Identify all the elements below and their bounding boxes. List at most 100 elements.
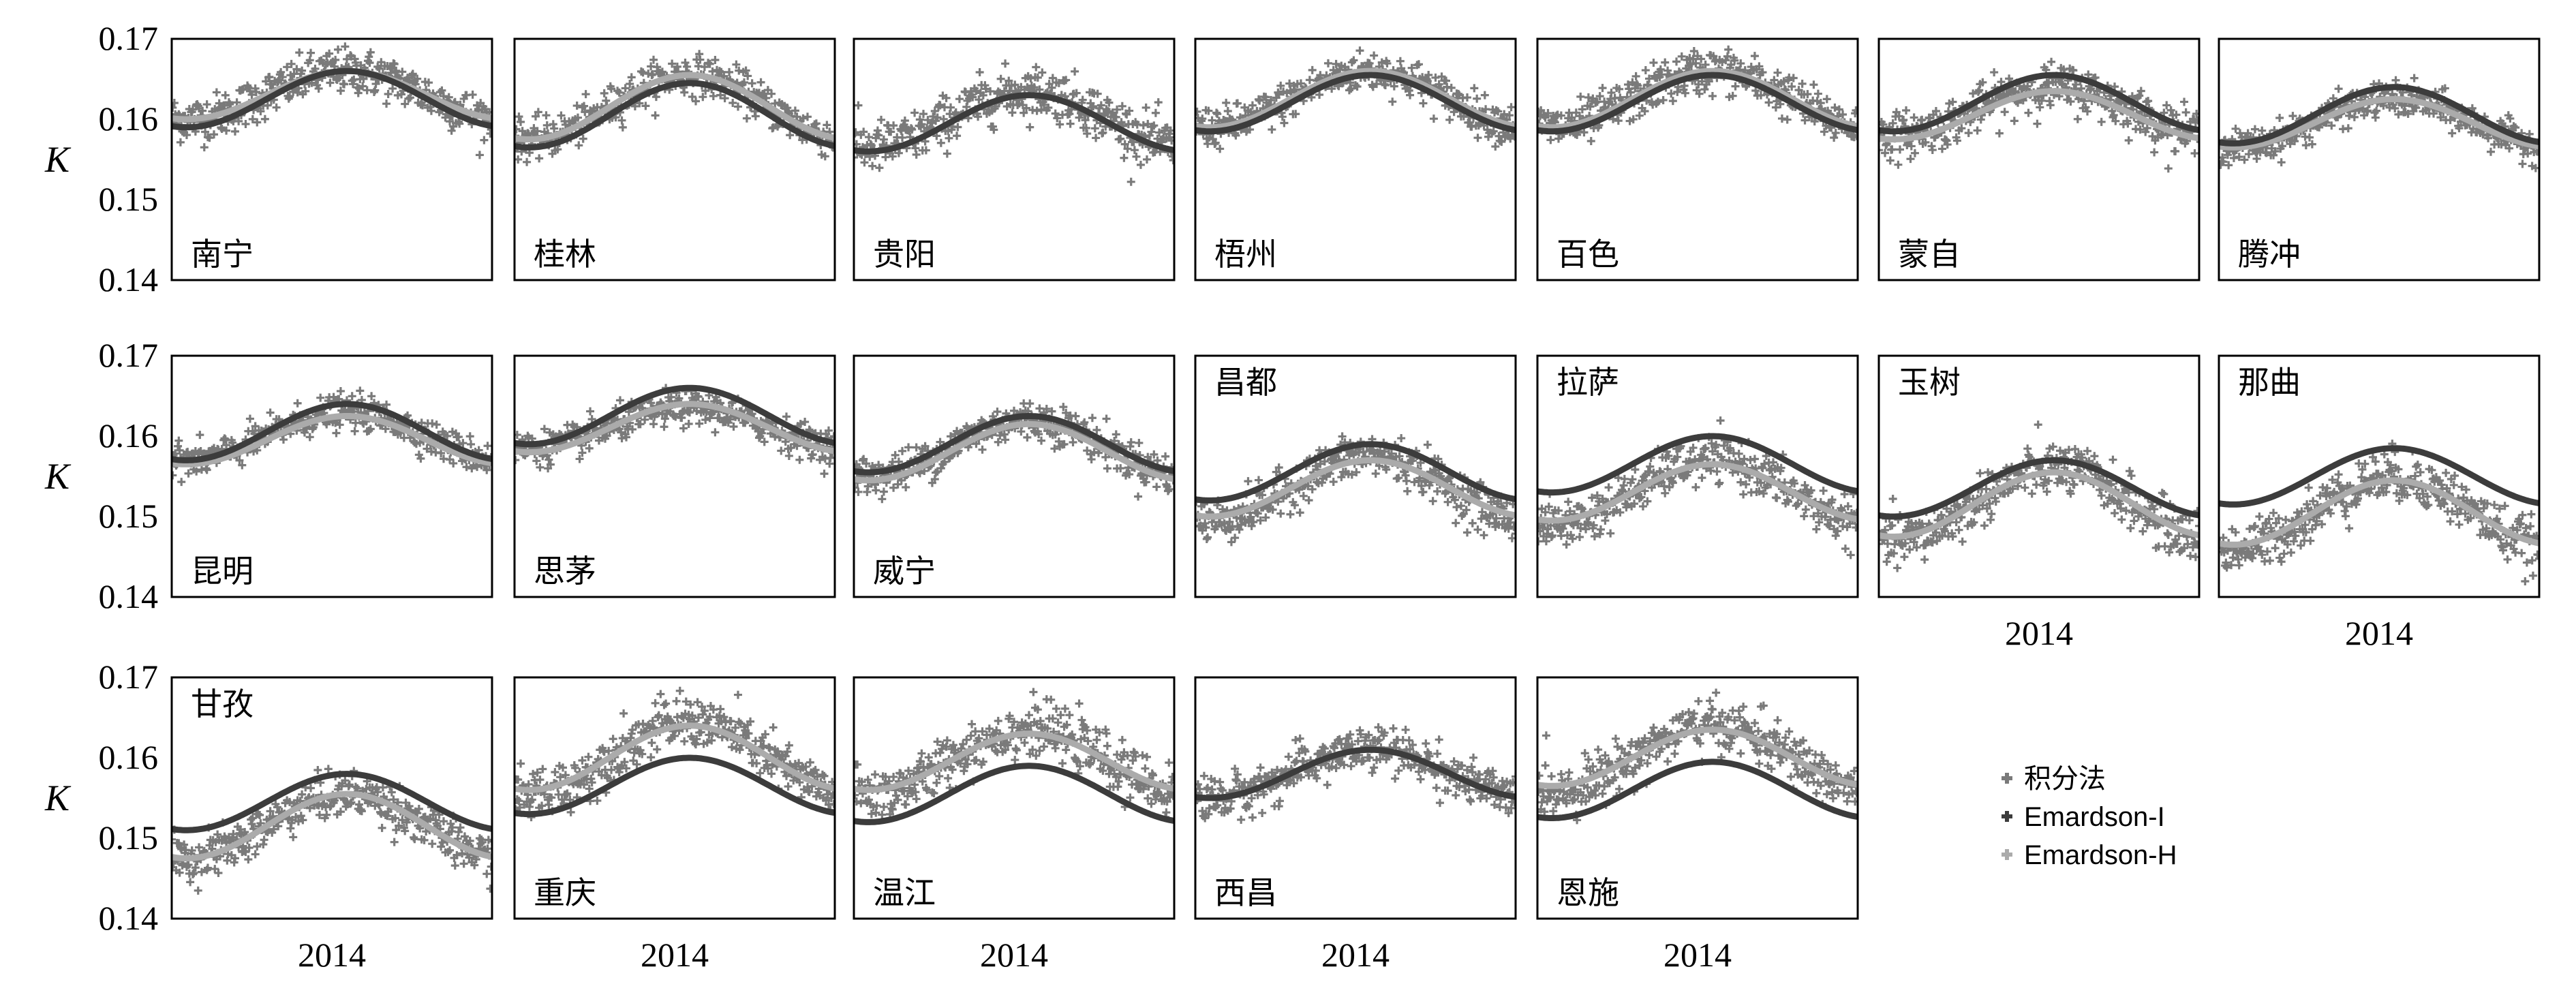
integral-point: [1615, 85, 1624, 93]
integral-point: [263, 101, 272, 110]
integral-point: [711, 56, 720, 65]
integral-point: [824, 426, 833, 435]
integral-point: [1414, 60, 1423, 69]
integral-point: [1167, 136, 1174, 145]
integral-point: [660, 414, 669, 423]
integral-point: [1008, 108, 1017, 117]
integral-point: [1037, 436, 1046, 445]
integral-point: [1548, 531, 1557, 540]
integral-point: [278, 73, 287, 82]
integral-point: [298, 66, 307, 75]
integral-point: [1755, 487, 1764, 495]
integral-point: [1053, 114, 1062, 123]
integral-point: [1616, 508, 1625, 517]
integral-point: [1815, 518, 1824, 527]
integral-point: [2229, 153, 2238, 162]
integral-point: [1739, 490, 1748, 499]
integral-point: [1691, 483, 1700, 492]
integral-point: [1631, 72, 1640, 80]
integral-point: [1776, 99, 1785, 108]
integral-point: [1854, 107, 1858, 116]
integral-point: [1586, 136, 1595, 145]
integral-point: [2150, 148, 2159, 157]
integral-point: [939, 114, 948, 123]
integral-point: [578, 448, 587, 457]
integral-point: [1267, 95, 1276, 104]
integral-point: [879, 487, 888, 496]
integral-point: [1888, 521, 1897, 530]
integral-point: [1347, 470, 1356, 479]
integral-point: [1388, 97, 1397, 106]
integral-point: [1473, 94, 1482, 103]
integral-point: [2293, 508, 2301, 517]
station-label: 玉树: [1898, 364, 1961, 401]
integral-point: [459, 439, 467, 448]
integral-point: [230, 127, 239, 136]
integral-point: [1574, 519, 1582, 528]
integral-point: [1258, 491, 1267, 500]
integral-point: [1291, 110, 1300, 119]
integral-point: [801, 418, 810, 427]
emardson-h-line: [1195, 67, 1516, 131]
integral-point: [994, 438, 1002, 446]
integral-point: [2117, 515, 2126, 524]
integral-point: [1337, 473, 1346, 482]
integral-point: [2181, 108, 2190, 117]
integral-point: [2158, 489, 2166, 497]
integral-point: [1355, 46, 1364, 55]
integral-point: [1274, 497, 1283, 506]
integral-point: [1628, 475, 1637, 484]
integral-point: [2066, 489, 2075, 498]
integral-point: [641, 102, 650, 110]
integral-point: [314, 84, 323, 93]
integral-point: [617, 116, 626, 125]
integral-point: [2524, 149, 2532, 158]
integral-point: [1820, 127, 1828, 136]
chart-panel-8: 昆明0.140.150.160.17K: [44, 336, 493, 615]
integral-point: [293, 399, 302, 408]
integral-point: [1225, 517, 1234, 526]
integral-point: [945, 134, 953, 142]
integral-point: [1072, 89, 1081, 97]
integral-point: [198, 106, 207, 115]
integral-point: [1653, 97, 1662, 106]
integral-point: [358, 82, 367, 91]
integral-point: [1801, 505, 1810, 514]
integral-point: [933, 113, 942, 122]
integral-point: [367, 392, 376, 401]
integral-point: [2127, 472, 2136, 480]
integral-point: [449, 459, 458, 467]
integral-point: [1901, 539, 1910, 548]
integral-point: [1116, 464, 1125, 473]
integral-point: [277, 67, 286, 76]
integral-point: [1153, 456, 1162, 465]
integral-point: [725, 67, 734, 76]
integral-point: [262, 77, 271, 86]
integral-point: [786, 131, 795, 140]
integral-point: [540, 425, 549, 433]
integral-point: [696, 55, 705, 64]
integral-point: [1931, 107, 1940, 116]
integral-point: [2258, 126, 2267, 135]
integral-point: [356, 386, 365, 395]
integral-point: [196, 431, 204, 440]
integral-point: [1136, 160, 1145, 169]
integral-point: [1544, 109, 1552, 118]
integral-point: [335, 420, 344, 429]
integral-point: [1727, 60, 1736, 69]
integral-point: [1677, 52, 1686, 61]
integral-point: [2024, 108, 2033, 117]
integral-point: [2143, 123, 2151, 132]
integral-point: [1111, 112, 1120, 121]
integral-point: [483, 442, 492, 450]
integral-point: [1928, 538, 1937, 547]
integral-point: [2136, 87, 2145, 95]
chart-panel-9: 思茅: [513, 354, 836, 598]
integral-point: [265, 72, 274, 81]
integral-point: [1033, 73, 1042, 82]
integral-point: [465, 432, 474, 441]
emardson-i-line: [172, 67, 492, 131]
integral-point: [1285, 79, 1294, 88]
integral-point: [978, 445, 987, 454]
integral-point: [732, 60, 741, 69]
